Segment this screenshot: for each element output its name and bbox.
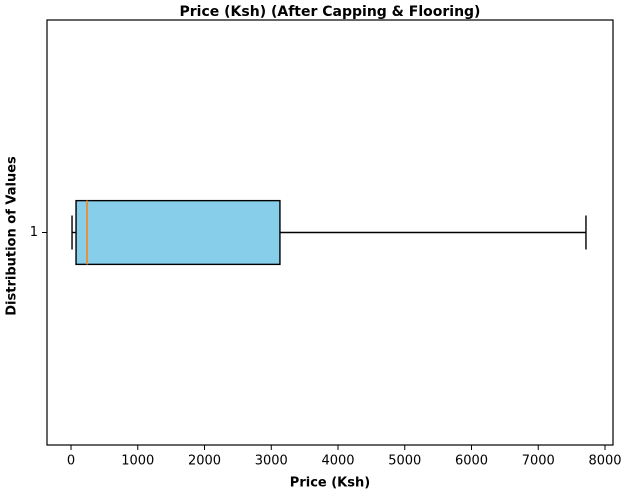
x-tick-label: 1000: [121, 454, 154, 469]
x-tick-label: 4000: [321, 454, 354, 469]
x-tick-label: 6000: [455, 454, 488, 469]
x-tick-label: 3000: [255, 454, 288, 469]
x-tick-label: 7000: [522, 454, 555, 469]
chart-title: Price (Ksh) (After Capping & Flooring): [180, 4, 481, 20]
y-axis-label: Distribution of Values: [5, 156, 20, 316]
x-tick-label: 8000: [588, 454, 621, 469]
x-tick-label: 2000: [188, 454, 221, 469]
x-axis-label: Price (Ksh): [290, 476, 370, 491]
box: [75, 199, 281, 266]
x-tick-label: 0: [67, 454, 75, 469]
x-tick-label: 5000: [388, 454, 421, 469]
y-tick-label: 1: [30, 225, 38, 240]
